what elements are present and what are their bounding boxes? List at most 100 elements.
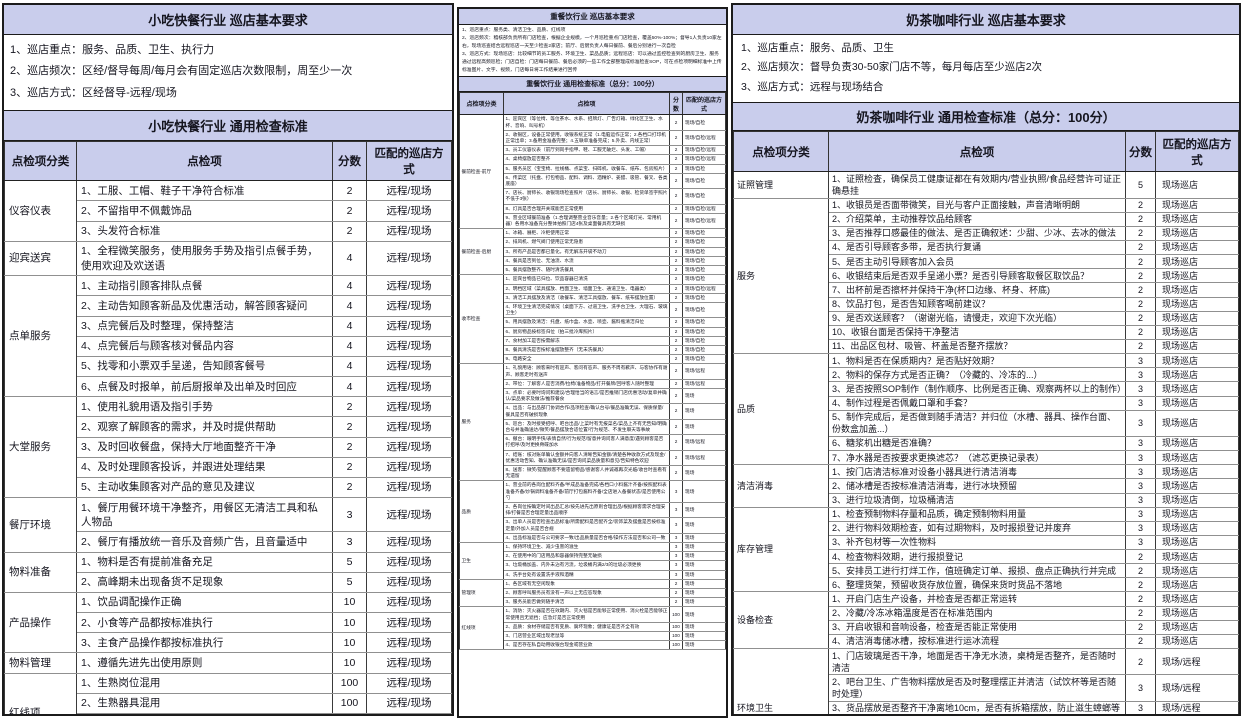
method-cell: 现场/自检/远程 — [682, 154, 726, 165]
checkpoint-cell: 1、饮品调配操作正确 — [76, 591, 333, 614]
checkpoint-cell: 1、物料是否有提前准备充足 — [76, 551, 333, 573]
score-cell: 2 — [1125, 225, 1156, 241]
category-cell: 餐前检查-后厨 — [459, 228, 504, 276]
method-cell: 远程/现场 — [366, 476, 452, 499]
method-cell: 远程/现场 — [366, 376, 452, 398]
checkpoint-cell: 1、营业前的各岗位配料齐备/半成品准备完成/各档口小料酱汁齐备/按照配料表准备齐… — [503, 480, 670, 503]
category-cell: 清洁消毒 — [733, 464, 829, 508]
score-cell: 2 — [669, 301, 683, 319]
checkpoint-cell: 4、是否存在私自动用收银台现金或营业款 — [503, 640, 670, 651]
score-cell: 2 — [1125, 310, 1156, 326]
checkpoint-cell: 1、主动指引顾客排队点餐 — [76, 275, 333, 297]
method-cell: 远程/现场 — [366, 672, 452, 694]
table-row: 9、营业区域餐前准备（1.合理调整营业音乐音量；2.各个区域灯光、常用机器）各用… — [460, 212, 726, 230]
score-cell: 2 — [669, 449, 683, 466]
checkpoint-cell: 1、礼貌用语：顾客来时有迎声、客问有答声、服务不周有歉声、与客协作有谢声、顾客走… — [503, 363, 670, 380]
score-cell: 3 — [1125, 395, 1156, 411]
score-cell: 3 — [1125, 464, 1156, 480]
category-cell: 迎宾送宾 — [4, 240, 77, 277]
method-cell: 远程/现场 — [366, 335, 452, 357]
table-row: 11、出品区包材、吸管、杯盖是否整齐摆放？ 2 现场巡店 — [734, 338, 1239, 355]
checkpoint-cell: 3、点单：必要时询问和建议/合理恰当的语言/是否推销门店优惠活动/复单并确认/菜… — [503, 387, 670, 405]
method-cell: 现场/自检 — [682, 265, 726, 276]
header-row: 点检项分类 点检项 分数 匹配的巡店方式 — [733, 131, 1239, 173]
checkpoint-cell: 3、开启收银和音响设备，检查是否能正常使用 — [828, 619, 1126, 635]
table-row: 3、点单：必要时询问和建议/合理恰当的语言/是否推销门店优惠活动/复单并确认/菜… — [460, 387, 726, 405]
method-cell: 远程/现场 — [366, 315, 452, 337]
col-header-category: 点检项分类 — [733, 131, 829, 173]
col-header-method: 匹配的巡店方式 — [1155, 131, 1239, 173]
method-cell: 现场 — [682, 640, 726, 651]
checkpoint-cell: 8、灯具是否合理开关或能否正常使用 — [503, 203, 670, 214]
category-cell: 点单服务 — [4, 275, 77, 398]
table-row: 3、出单人员是否检查出品标准/所需配料是否配齐全/装饰菜及摆盘是否按标准定量/外… — [460, 517, 726, 534]
score-cell: 2 — [669, 578, 683, 590]
method-cell: 现场/自检 — [682, 246, 726, 257]
checkpoint-cell: 1、迎宾区（等位椅、等位茶水、水系、招牌灯、广告灯箱、绿化区卫生、水杯、音响、叫… — [503, 114, 670, 131]
checkpoint-cell: 2、品质：食材存储是否有变质、腐坏现象；健康证是否齐全有效 — [503, 621, 670, 633]
method-cell: 远程/现场 — [366, 436, 452, 458]
checkpoint-cell: 5、找零和小票双手呈递，告知顾客餐号 — [76, 355, 333, 378]
table-row: 7、结账：核对账单确认金额并向客人清晰告知金额/清楚各种收款方式及现金/优惠活动… — [460, 449, 726, 466]
table-row: 物料管理 1、遵循先进先出使用原则 10 远程/现场 — [4, 652, 452, 674]
method-cell: 现场/自检/远程 — [682, 212, 726, 230]
table-row: 物料准备 1、物料是否有提前准备充足 5 远程/现场 — [4, 551, 452, 593]
table-row: 大堂服务 1、使用礼貌用语及指引手势 2 远程/现场 — [4, 396, 452, 499]
checkpoint-cell: 5、制作完成后，是否做到随手清洁？并归位（水槽、器具、操作台面、份数盒加盖...… — [828, 409, 1126, 437]
checkpoint-cell: 1、门店玻璃是否干净，地面是否干净无水渍，桌椅是否整齐，是否随时清洁 — [828, 648, 1126, 676]
checkpoint-cell: 6、糖浆机出糖是否准确？ — [828, 435, 1126, 452]
method-cell: 现场 — [682, 501, 726, 519]
col-header-method: 匹配的巡店方式 — [682, 92, 726, 116]
score-cell: 2 — [669, 228, 683, 239]
checkpoint-cell: 4、及时处理顾客投诉，并跟进处理结果 — [76, 456, 333, 478]
score-cell: 2 — [669, 335, 683, 346]
score-cell: 2 — [1125, 591, 1156, 607]
checkpoint-cell: 11、出品区包材、吸管、杯盖是否整齐摆放？ — [828, 338, 1126, 355]
checkpoint-cell: 1、各区域有无空闲现象 — [503, 578, 670, 590]
checkpoint-cell: 2、餐厅有播放统一音乐及音频广告，且音量适中 — [76, 531, 333, 553]
inspection-table: 点检项分类 点检项 分数 匹配的巡店方式 餐前检查-前厅 1、迎宾区（等位椅、等位… — [459, 92, 726, 651]
category-cell: 服务 — [459, 363, 504, 482]
table-row: 5、主动收集顾客对产品的意见及建议 2 远程/现场 — [5, 476, 452, 499]
checkpoint-cell: 3、是否推荐口感最佳的做法、是否正确叙述：少甜、少冰、去冰的做法 — [828, 225, 1126, 241]
checkpoint-cell: 4、洗手台处有设置洗手液和酒精 — [503, 569, 670, 580]
score-cell: 2 — [669, 145, 683, 156]
checkpoint-cell: 1、按门店清洁标准对设备小器具进行清洁消毒 — [828, 464, 1126, 480]
score-cell: 2 — [669, 588, 683, 599]
checkpoint-cell: 1、迎宾台物品已归位、饮品容器已清洗 — [503, 274, 670, 285]
table-row: 红线项 1、消防：灭火器是否在效期内、灭火毯是否能够正常使用、消火栓是否能够正常使… — [459, 606, 726, 651]
checkpoint-cell: 3、服务员能否做到随手清洁 — [503, 597, 670, 608]
score-cell: 100 — [669, 631, 683, 642]
score-cell: 100 — [669, 606, 683, 623]
score-cell: 2 — [669, 283, 683, 294]
category-cell: 餐前检查-前厅 — [459, 114, 504, 230]
header-row: 点检项分类 点检项 分数 匹配的巡店方式 — [459, 92, 726, 116]
method-cell: 现场巡店 — [1155, 605, 1239, 621]
table-row: 4、检查物料效期，进行报损登记 2 现场巡店 — [734, 549, 1239, 565]
checkpoint-cell: 2、物料的保存方式是否正确？（冷藏的、冷冻的...） — [828, 367, 1126, 383]
score-cell: 2 — [669, 188, 683, 205]
method-cell: 远程/现场 — [366, 497, 452, 533]
score-cell: 100 — [332, 692, 367, 714]
score-cell: 2 — [669, 403, 683, 420]
checkpoint-cell: 2、排风机、燃气阀门使用正常无隐患 — [503, 237, 670, 248]
checkpoint-cell: 2、小食等产品都按标准执行 — [76, 612, 333, 634]
score-cell: 5 — [332, 571, 367, 593]
score-cell: 5 — [1125, 171, 1156, 199]
checkpoint-cell: 3、垃圾桶加盖、内外未沾有污渍，垃圾桶内满2/3的垃圾必须更换 — [503, 560, 670, 571]
category-cell: 产品操作 — [4, 591, 77, 654]
table-row: 证照管理 1、证照检查，确保员工健康证都在有效期内/营业执照/食品经营许可证正确悬… — [733, 171, 1239, 199]
method-cell: 现场巡店 — [1155, 435, 1239, 452]
score-cell: 2 — [669, 154, 683, 165]
checkpoint-cell: 6、点餐及时报单，前后厨报单及出单及时回应 — [76, 376, 333, 398]
method-cell: 现场 — [682, 532, 726, 544]
method-cell: 远程/现场 — [366, 355, 452, 378]
method-cell: 远程/现场 — [366, 571, 452, 593]
requirement-line: 3、巡店方式：远程与现场结合 — [741, 80, 884, 93]
checkpoint-cell: 5、用具摆放及清洁：托盘、纸巾盒、水壶、喷壶、酱料瓶清洁归位 — [503, 317, 670, 328]
score-cell: 2 — [669, 129, 683, 147]
checkpoint-cell: 2、主动告知顾客新品及优惠活动，解答顾客疑问 — [76, 295, 333, 317]
table-row: 3、主食产品操作都按标准执行 10 远程/现场 — [5, 632, 452, 654]
score-cell: 2 — [1125, 324, 1156, 340]
score-cell: 3 — [1125, 534, 1156, 551]
